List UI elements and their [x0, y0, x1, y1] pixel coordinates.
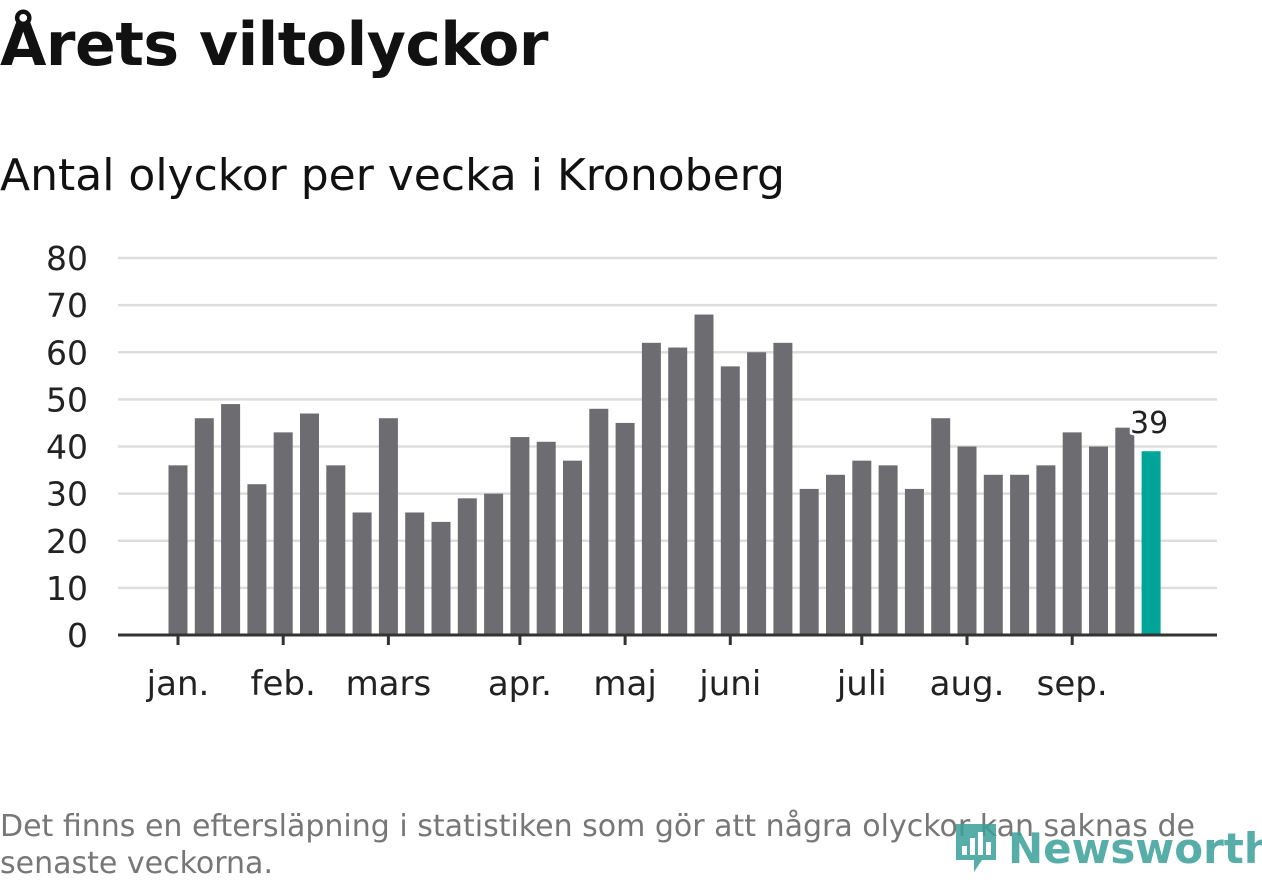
- newsworthy-logo-icon: [956, 824, 996, 872]
- chart-title: Årets viltolyckor: [0, 10, 549, 80]
- bar: [536, 441, 556, 635]
- bar: [773, 342, 793, 635]
- bar: [352, 512, 372, 635]
- newsworthy-logo-text: Newsworthy: [1008, 823, 1262, 873]
- bar: [641, 342, 661, 635]
- chart-subtitle: Antal olyckor per vecka i Kronoberg: [0, 150, 785, 201]
- bar: [931, 418, 951, 635]
- bar: [194, 418, 214, 635]
- x-axis-ticks: jan. feb. mars apr. maj juni juli aug. sep.: [146, 635, 1108, 704]
- y-tick-label: 20: [46, 522, 88, 561]
- bar: [563, 460, 582, 635]
- bar: [247, 484, 267, 635]
- x-tick-label: maj: [593, 664, 656, 704]
- bar: [326, 465, 346, 635]
- bar: [983, 474, 1003, 635]
- y-tick-label: 10: [46, 569, 88, 608]
- x-tick-label: feb.: [251, 664, 316, 704]
- x-tick-label: apr.: [488, 664, 552, 704]
- bar: [168, 465, 188, 635]
- y-tick-label: 80: [46, 239, 88, 278]
- bar: [1036, 465, 1056, 635]
- bar: [1062, 432, 1082, 635]
- bar: [668, 347, 688, 635]
- bar-highlight: [1141, 451, 1161, 635]
- bar: [957, 446, 977, 635]
- data-labels: 39: [1128, 404, 1171, 444]
- bar: [852, 460, 872, 635]
- bar: [615, 422, 635, 635]
- bar: [747, 352, 767, 635]
- x-tick-label: juni: [698, 664, 761, 704]
- bar: [904, 488, 924, 635]
- y-axis-ticks: 0 10 20 30 40 50 60 70 80: [46, 239, 88, 655]
- grid-lines: [118, 256, 1217, 590]
- x-tick-label: juli: [836, 664, 887, 704]
- bar: [273, 432, 293, 635]
- bar: [457, 498, 477, 635]
- bar: [1010, 474, 1030, 635]
- bar: [826, 474, 845, 635]
- x-tick-label: jan.: [146, 664, 210, 704]
- x-tick-label: mars: [346, 664, 432, 704]
- bar: [405, 512, 425, 635]
- bar: [510, 437, 530, 635]
- x-tick-label: aug.: [930, 664, 1005, 704]
- bar-chart: 0 10 20 30 40 50 60 70 80 jan. feb. mars apr. maj jun…: [46, 239, 1217, 704]
- bar: [878, 465, 898, 635]
- bars: [168, 314, 1161, 635]
- y-tick-label: 50: [46, 380, 88, 419]
- bar: [1115, 427, 1135, 635]
- y-tick-label: 30: [46, 475, 88, 514]
- bar: [431, 521, 451, 635]
- newsworthy-logo: Newsworthy: [952, 820, 1262, 876]
- bar: [221, 404, 241, 635]
- y-tick-label: 70: [46, 286, 88, 325]
- bar: [720, 366, 740, 635]
- highlight-value-label: 39: [1130, 406, 1168, 441]
- y-tick-label: 40: [46, 428, 88, 467]
- bar: [694, 314, 714, 635]
- y-tick-label: 0: [67, 616, 88, 655]
- bar: [484, 493, 504, 635]
- y-tick-label: 60: [46, 333, 88, 372]
- bar: [589, 408, 609, 635]
- bar: [799, 488, 819, 635]
- bar: [1089, 446, 1108, 635]
- bar: [300, 413, 319, 635]
- x-tick-label: sep.: [1037, 664, 1108, 704]
- bar: [378, 418, 398, 635]
